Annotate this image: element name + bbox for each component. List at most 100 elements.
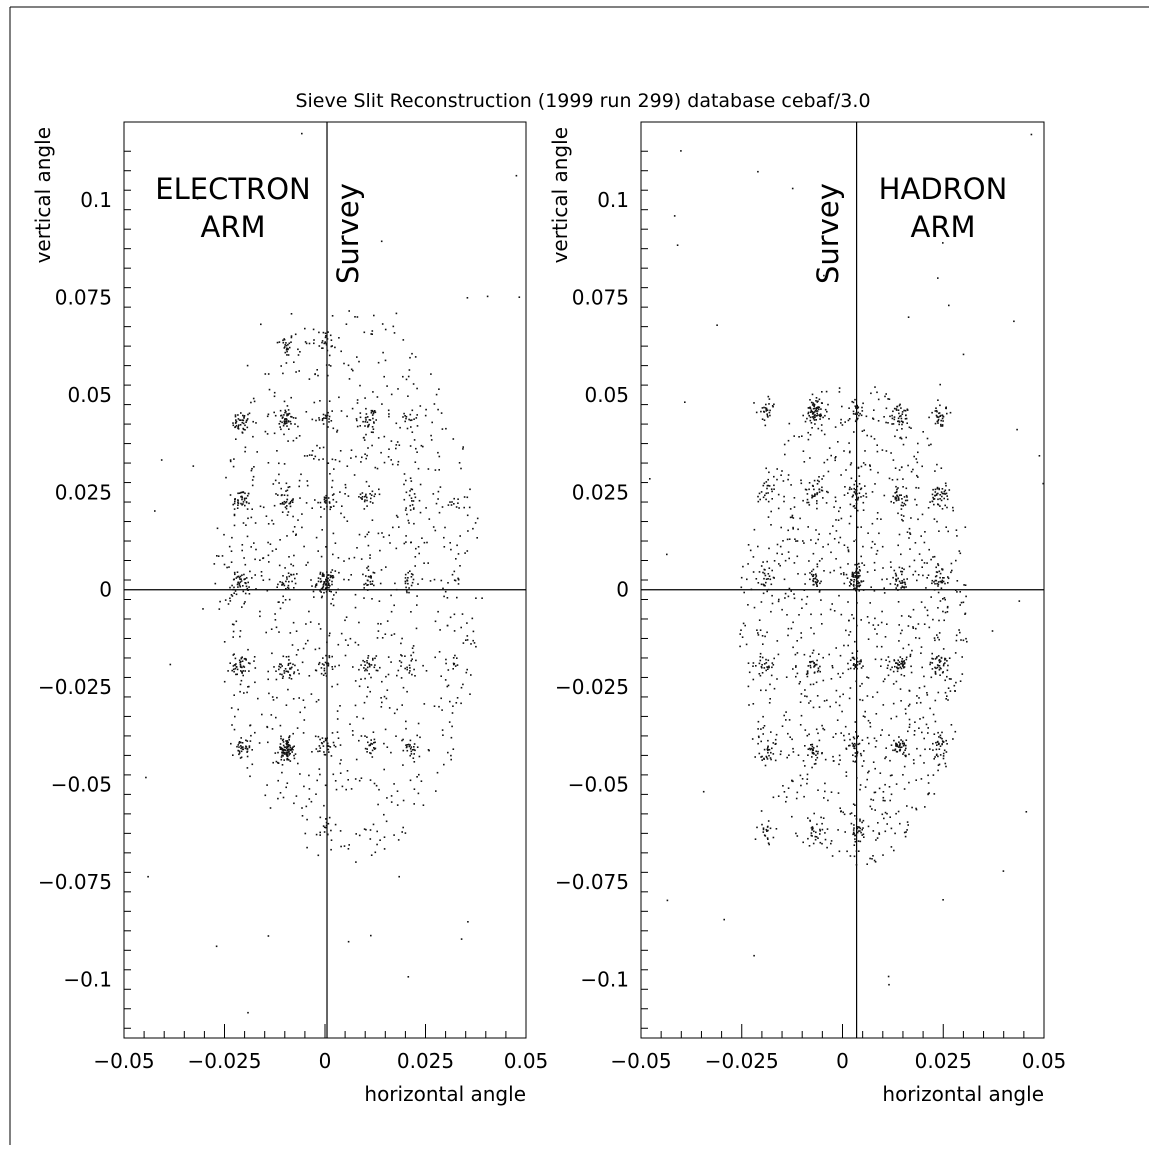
scatter-point xyxy=(408,745,411,748)
scatter-point xyxy=(770,758,772,761)
scatter-point xyxy=(837,672,839,675)
scatter-point xyxy=(330,339,333,341)
scatter-point xyxy=(754,838,757,840)
scatter-point xyxy=(331,580,333,583)
scatter-point xyxy=(828,653,830,656)
scatter-point xyxy=(335,788,338,791)
scatter-point xyxy=(388,707,391,709)
scatter-point xyxy=(360,735,363,737)
scatter-point xyxy=(956,535,958,537)
scatter-point xyxy=(856,650,859,652)
scatter-point xyxy=(366,505,368,507)
scatter-point xyxy=(895,680,898,683)
scatter-point xyxy=(242,674,244,677)
scatter-point xyxy=(236,571,239,573)
scatter-point xyxy=(878,787,881,790)
scatter-point xyxy=(853,844,856,846)
scatter-point xyxy=(882,791,885,793)
scatter-point xyxy=(286,749,289,751)
scatter-point xyxy=(946,695,948,697)
scatter-point xyxy=(230,561,233,563)
scatter-point xyxy=(788,754,790,756)
scatter-point xyxy=(280,748,283,750)
scatter-point xyxy=(810,573,813,576)
scatter-point xyxy=(242,522,245,524)
scatter-point xyxy=(232,422,234,424)
scatter-point xyxy=(807,411,810,414)
scatter-point xyxy=(891,414,893,417)
scatter-point xyxy=(453,497,455,500)
scatter-point xyxy=(331,458,334,461)
scatter-point xyxy=(266,415,269,418)
scatter-point xyxy=(233,664,236,666)
scatter-point xyxy=(325,587,327,589)
scatter-point xyxy=(942,671,944,673)
scatter-point xyxy=(749,549,752,552)
scatter-point xyxy=(939,498,941,500)
scatter-point xyxy=(884,830,887,833)
scatter-point xyxy=(373,584,375,587)
scatter-point xyxy=(857,582,859,585)
scatter-point xyxy=(852,745,854,747)
scatter-point xyxy=(298,435,301,437)
scatter-point xyxy=(890,717,892,720)
scatter-point xyxy=(233,524,236,527)
scatter-point xyxy=(386,797,388,799)
scatter-point xyxy=(884,811,887,814)
scatter-point xyxy=(838,391,841,393)
scatter-point xyxy=(919,718,921,720)
scatter-point xyxy=(223,533,225,536)
scatter-point xyxy=(231,724,233,726)
scatter-point xyxy=(764,764,767,767)
scatter-point xyxy=(859,570,861,572)
scatter-point xyxy=(229,460,232,463)
scatter-point xyxy=(862,462,865,464)
scatter-point xyxy=(293,754,295,757)
scatter-point xyxy=(237,708,239,711)
scatter-point xyxy=(277,751,279,754)
scatter-point xyxy=(291,666,293,669)
scatter-point xyxy=(892,423,895,425)
scatter-point xyxy=(267,554,270,557)
scatter-point xyxy=(892,495,894,498)
scatter-point xyxy=(784,592,787,595)
scatter-point xyxy=(847,644,849,647)
scatter-point xyxy=(412,383,415,385)
scatter-point xyxy=(410,576,413,578)
scatter-point xyxy=(767,588,770,591)
scatter-point xyxy=(765,669,767,672)
scatter-point xyxy=(817,837,819,839)
scatter-point xyxy=(363,828,366,830)
scatter-point xyxy=(765,407,768,410)
scatter-point xyxy=(231,669,233,672)
scatter-point xyxy=(296,573,298,575)
scatter-point xyxy=(937,764,940,766)
scatter-point xyxy=(449,501,451,503)
scatter-point xyxy=(945,492,948,495)
scatter-point xyxy=(295,795,298,797)
scatter-point xyxy=(440,697,442,700)
scatter-point xyxy=(898,494,901,496)
scatter-point xyxy=(246,364,249,367)
scatter-point xyxy=(315,793,317,795)
scatter-point xyxy=(275,626,278,629)
scatter-point xyxy=(791,815,793,818)
scatter-point xyxy=(952,509,954,512)
scatter-point xyxy=(889,561,892,563)
scatter-point xyxy=(290,396,292,399)
scatter-point xyxy=(806,595,809,598)
scatter-point xyxy=(761,664,763,666)
scatter-point xyxy=(332,553,334,556)
scatter-point xyxy=(905,487,908,490)
scatter-point xyxy=(772,742,775,744)
scatter-point xyxy=(747,662,750,664)
scatter-point xyxy=(763,584,765,587)
scatter-point xyxy=(827,403,829,406)
scatter-point xyxy=(287,354,290,356)
scatter-point xyxy=(250,734,252,737)
scatter-point xyxy=(853,742,856,745)
scatter-point xyxy=(816,581,819,583)
scatter-point xyxy=(379,582,382,585)
scatter-point xyxy=(850,812,853,814)
scatter-point xyxy=(756,826,758,829)
